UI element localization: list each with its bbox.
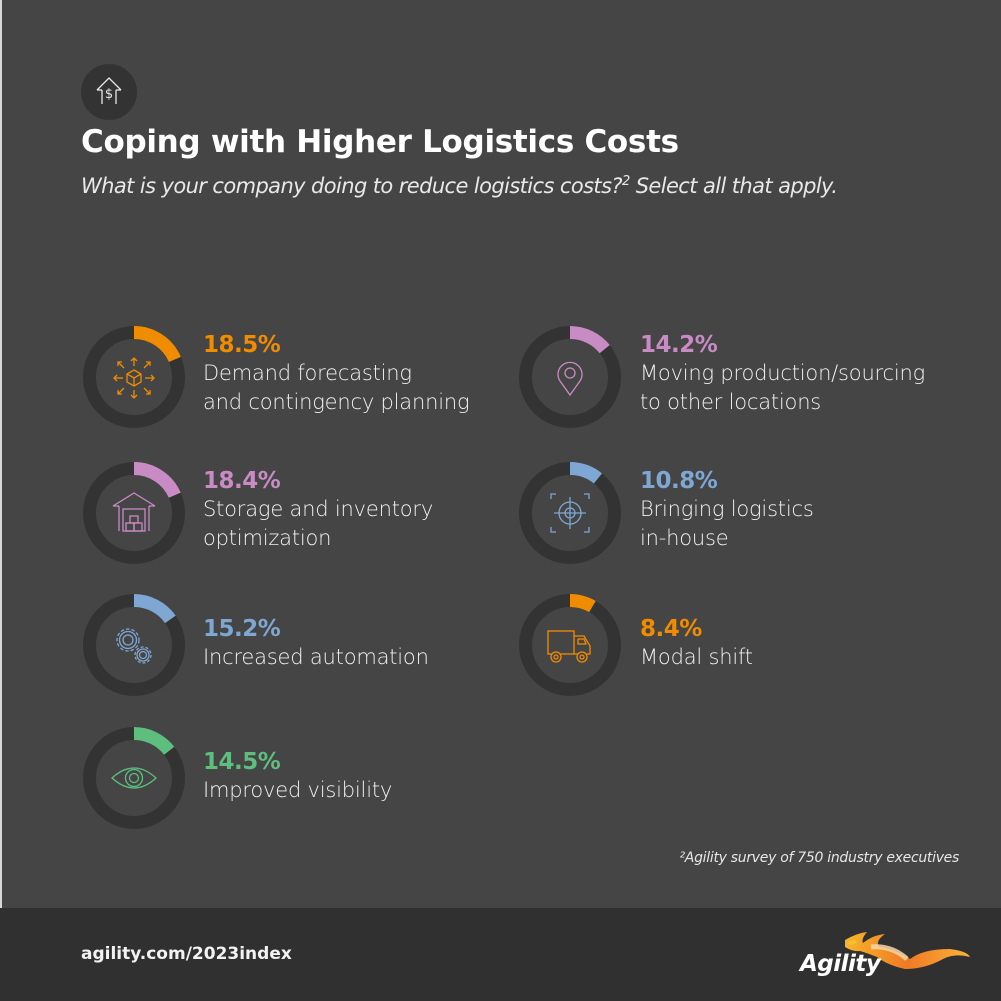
donut-gauge xyxy=(82,325,186,429)
stat-label: Storage and inventory optimization xyxy=(203,497,434,550)
stat-percentage: 14.2% xyxy=(640,332,718,358)
footnote: ²Agility survey of 750 industry executiv… xyxy=(679,850,960,866)
stat-percentage: 10.8% xyxy=(640,468,718,494)
stat-item-visibility: 14.5% Improved visibility xyxy=(82,726,502,836)
svg-text:$: $ xyxy=(105,87,113,102)
truck-icon xyxy=(545,620,595,670)
donut-gauge xyxy=(518,461,622,565)
target-crosshair-icon xyxy=(545,488,595,538)
stat-item-moving-production: 14.2% Moving production/sourcing to othe… xyxy=(518,325,938,435)
stat-percentage: 14.5% xyxy=(203,749,281,775)
stat-item-automation: 15.2% Increased automation xyxy=(82,593,502,703)
eye-icon xyxy=(109,753,159,803)
donut-gauge xyxy=(82,461,186,565)
stat-item-modal-shift: 8.4% Modal shift xyxy=(518,593,938,703)
footer: agility.com/2023index Agility xyxy=(0,908,1001,1001)
donut-gauge xyxy=(82,726,186,830)
stat-label: Improved visibility xyxy=(203,778,393,802)
stat-percentage: 18.5% xyxy=(203,332,281,358)
location-pin-icon xyxy=(545,352,595,402)
gears-icon xyxy=(109,620,159,670)
logo-text: Agility xyxy=(800,951,881,977)
box-expand-arrows-icon xyxy=(109,352,159,402)
stat-item-demand-forecasting: 18.5% Demand forecasting and contingency… xyxy=(82,325,502,435)
house-dollar-up-icon: $ xyxy=(81,64,137,120)
stat-label: Increased automation xyxy=(203,645,429,669)
page-subtitle: What is your company doing to reduce log… xyxy=(81,174,838,198)
page-title: Coping with Higher Logistics Costs xyxy=(81,124,679,160)
stat-label: Moving production/sourcing to other loca… xyxy=(640,361,926,414)
stat-label: Demand forecasting and contingency plann… xyxy=(203,361,470,414)
stat-percentage: 15.2% xyxy=(203,616,281,642)
agility-logo: Agility xyxy=(795,925,975,995)
stat-percentage: 18.4% xyxy=(203,468,281,494)
stat-label: Bringing logistics in-house xyxy=(640,497,814,550)
footer-link[interactable]: agility.com/2023index xyxy=(81,944,292,964)
phoenix-icon xyxy=(845,932,970,969)
stat-item-storage-inventory: 18.4% Storage and inventory optimization xyxy=(82,461,502,571)
donut-gauge xyxy=(518,325,622,429)
stat-percentage: 8.4% xyxy=(640,616,702,642)
donut-gauge xyxy=(82,593,186,697)
donut-gauge xyxy=(518,593,622,697)
stat-label: Modal shift xyxy=(640,645,753,669)
stat-item-bringing-in-house: 10.8% Bringing logistics in-house xyxy=(518,461,938,571)
warehouse-icon xyxy=(109,488,159,538)
